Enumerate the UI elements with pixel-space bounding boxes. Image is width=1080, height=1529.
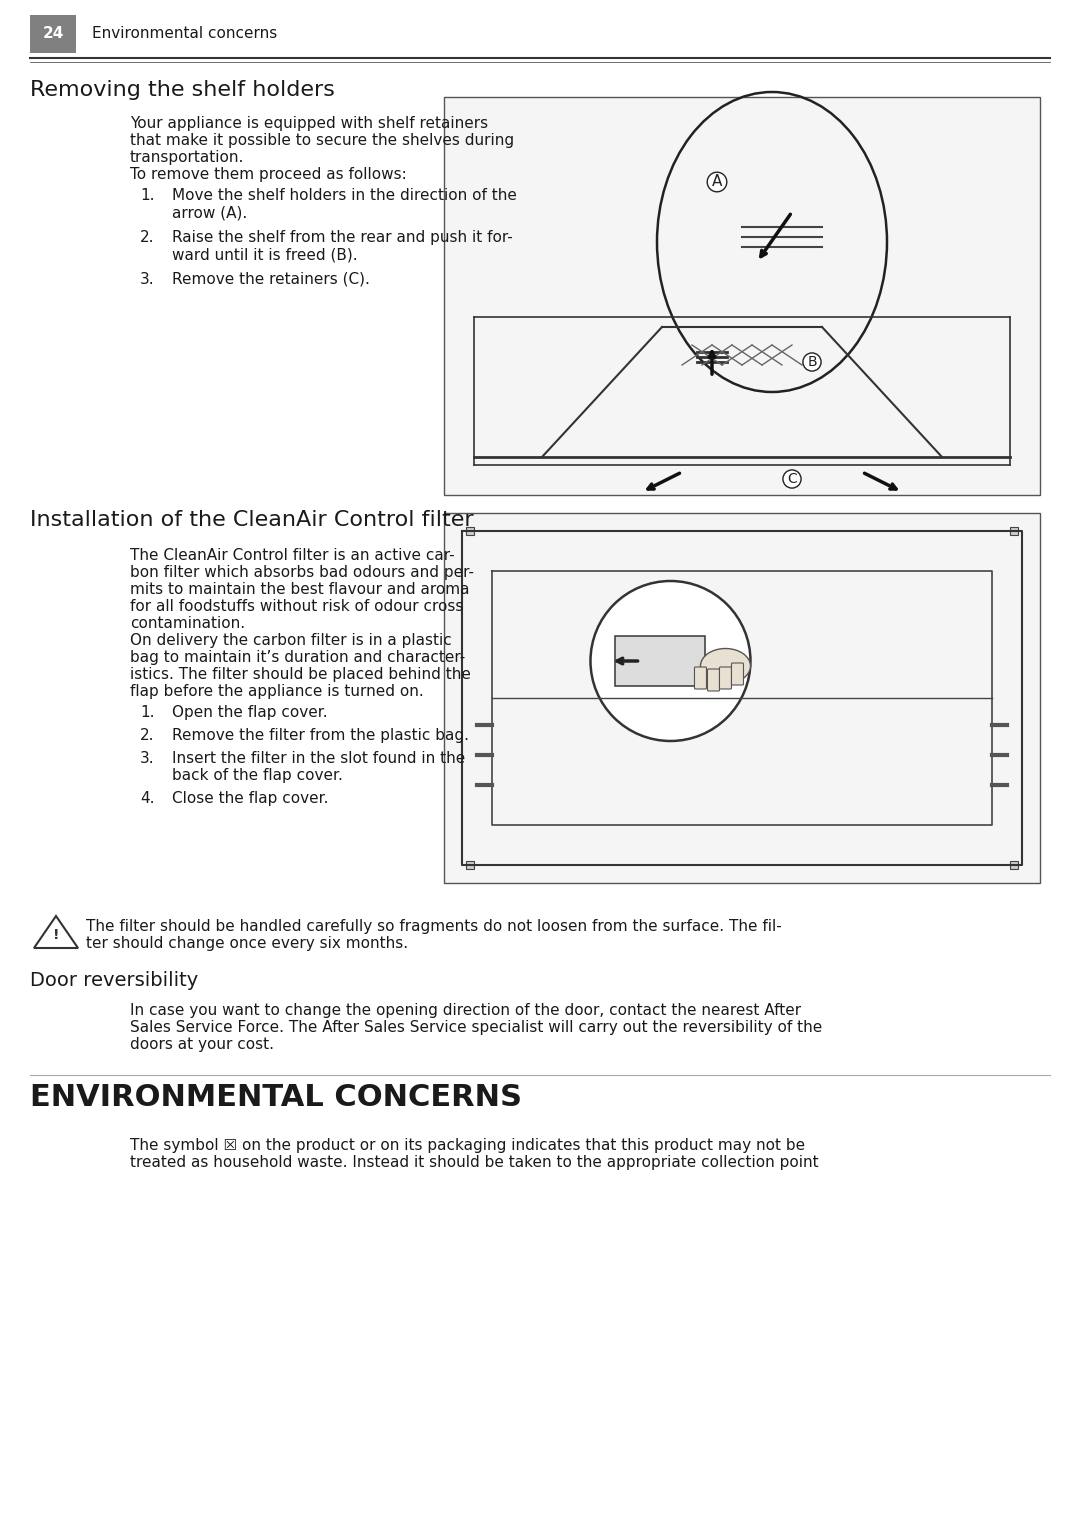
- Text: Sales Service Force. The After Sales Service specialist will carry out the rever: Sales Service Force. The After Sales Ser…: [130, 1020, 822, 1035]
- Text: B: B: [807, 355, 816, 368]
- Text: bon filter which absorbs bad odours and per-: bon filter which absorbs bad odours and …: [130, 566, 474, 579]
- Text: doors at your cost.: doors at your cost.: [130, 1037, 274, 1052]
- Text: transportation.: transportation.: [130, 150, 244, 165]
- Text: 4.: 4.: [140, 790, 154, 806]
- Ellipse shape: [701, 648, 751, 683]
- Text: treated as household waste. Instead it should be taken to the appropriate collec: treated as household waste. Instead it s…: [130, 1154, 819, 1170]
- Text: Move the shelf holders in the direction of the: Move the shelf holders in the direction …: [172, 188, 517, 203]
- Text: mits to maintain the best flavour and aroma: mits to maintain the best flavour and ar…: [130, 583, 470, 596]
- Text: Installation of the CleanAir Control filter: Installation of the CleanAir Control fil…: [30, 511, 474, 531]
- Text: Open the flap cover.: Open the flap cover.: [172, 705, 327, 720]
- FancyBboxPatch shape: [719, 667, 731, 690]
- Text: Removing the shelf holders: Removing the shelf holders: [30, 80, 335, 99]
- Text: 3.: 3.: [140, 751, 154, 766]
- Text: 1.: 1.: [140, 188, 154, 203]
- Text: arrow (A).: arrow (A).: [172, 205, 247, 220]
- FancyBboxPatch shape: [731, 664, 743, 685]
- Text: Raise the shelf from the rear and push it for-: Raise the shelf from the rear and push i…: [172, 229, 513, 245]
- Text: Door reversibility: Door reversibility: [30, 971, 199, 989]
- Text: ward until it is freed (B).: ward until it is freed (B).: [172, 248, 357, 261]
- Text: ENVIRONMENTAL CONCERNS: ENVIRONMENTAL CONCERNS: [30, 1083, 522, 1112]
- Text: Insert the filter in the slot found in the: Insert the filter in the slot found in t…: [172, 751, 465, 766]
- Text: Environmental concerns: Environmental concerns: [92, 26, 278, 41]
- Text: C: C: [787, 472, 797, 486]
- Text: 24: 24: [42, 26, 64, 41]
- Text: The CleanAir Control filter is an active car-: The CleanAir Control filter is an active…: [130, 547, 455, 563]
- FancyBboxPatch shape: [465, 861, 474, 868]
- Text: In case you want to change the opening direction of the door, contact the neares: In case you want to change the opening d…: [130, 1003, 801, 1018]
- Text: ter should change once every six months.: ter should change once every six months.: [86, 936, 408, 951]
- FancyBboxPatch shape: [694, 667, 706, 690]
- Text: Close the flap cover.: Close the flap cover.: [172, 790, 328, 806]
- FancyBboxPatch shape: [465, 528, 474, 535]
- Text: !: !: [53, 928, 59, 942]
- Text: The symbol ☒ on the product or on its packaging indicates that this product may : The symbol ☒ on the product or on its pa…: [130, 1138, 805, 1153]
- Text: The filter should be handled carefully so fragments do not loosen from the surfa: The filter should be handled carefully s…: [86, 919, 782, 934]
- Text: contamination.: contamination.: [130, 616, 245, 631]
- Text: To remove them proceed as follows:: To remove them proceed as follows:: [130, 167, 407, 182]
- FancyBboxPatch shape: [1010, 861, 1018, 868]
- Text: istics. The filter should be placed behind the: istics. The filter should be placed behi…: [130, 667, 471, 682]
- Text: 1.: 1.: [140, 705, 154, 720]
- FancyBboxPatch shape: [1010, 528, 1018, 535]
- Text: Remove the filter from the plastic bag.: Remove the filter from the plastic bag.: [172, 728, 469, 743]
- Text: 3.: 3.: [140, 272, 154, 287]
- Text: 2.: 2.: [140, 229, 154, 245]
- Text: A: A: [712, 174, 723, 190]
- FancyBboxPatch shape: [616, 636, 705, 687]
- FancyBboxPatch shape: [444, 96, 1040, 495]
- Text: back of the flap cover.: back of the flap cover.: [172, 768, 342, 783]
- FancyBboxPatch shape: [30, 15, 76, 54]
- Text: bag to maintain it’s duration and character-: bag to maintain it’s duration and charac…: [130, 650, 465, 665]
- Circle shape: [591, 581, 751, 742]
- Text: that make it possible to secure the shelves during: that make it possible to secure the shel…: [130, 133, 514, 148]
- Text: flap before the appliance is turned on.: flap before the appliance is turned on.: [130, 683, 423, 699]
- FancyBboxPatch shape: [444, 514, 1040, 884]
- Text: for all foodstuffs without risk of odour cross: for all foodstuffs without risk of odour…: [130, 599, 463, 615]
- FancyBboxPatch shape: [707, 670, 719, 691]
- Text: 2.: 2.: [140, 728, 154, 743]
- Text: Your appliance is equipped with shelf retainers: Your appliance is equipped with shelf re…: [130, 116, 488, 131]
- Text: Remove the retainers (C).: Remove the retainers (C).: [172, 272, 369, 287]
- Text: On delivery the carbon filter is in a plastic: On delivery the carbon filter is in a pl…: [130, 633, 451, 648]
